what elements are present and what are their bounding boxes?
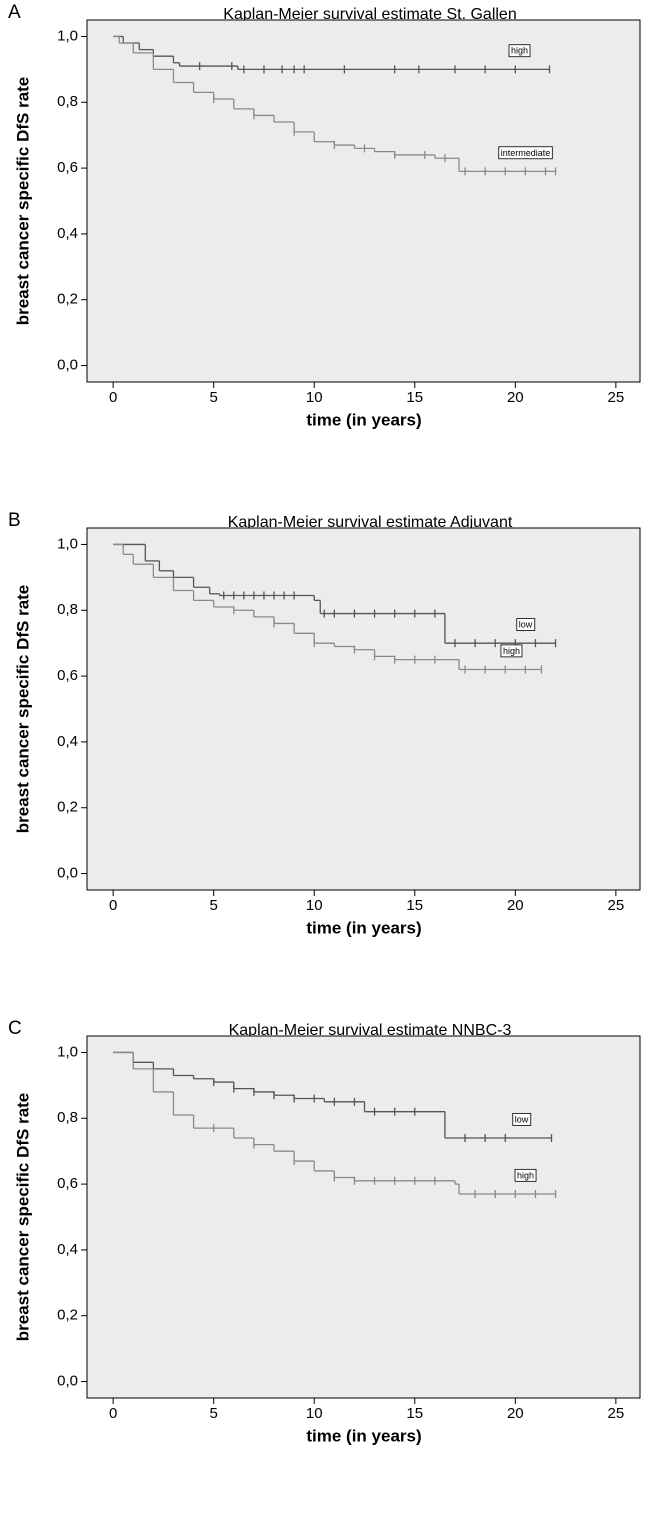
survival-curve	[113, 543, 557, 648]
y-tick-label: 0,8	[57, 93, 78, 110]
x-tick-label: 0	[109, 1405, 117, 1422]
legend-box	[516, 618, 536, 631]
x-axis-label: time (in years)	[306, 1426, 421, 1445]
y-tick-label: 0,0	[57, 357, 78, 374]
survival-curve	[113, 543, 543, 674]
x-tick-label: 25	[608, 389, 625, 406]
x-tick-label: 0	[109, 897, 117, 914]
chart-title: Kaplan-Meier survival estimate NNBC-3	[229, 1022, 512, 1039]
x-tick-label: 15	[406, 897, 423, 914]
legend-label: high	[503, 646, 520, 656]
y-tick-label: 0,2	[57, 1307, 78, 1324]
legend-box	[508, 44, 531, 58]
x-tick-label: 25	[608, 1405, 625, 1422]
y-tick-label: 0,4	[57, 1241, 78, 1258]
y-tick-label: 0,0	[57, 1373, 78, 1390]
y-tick-label: 0,0	[57, 865, 78, 882]
y-tick-label: 0,8	[57, 1109, 78, 1126]
chart-title: Kaplan-Meier survival estimate St. Galle…	[223, 6, 516, 23]
legend-label: intermediate	[501, 148, 551, 158]
x-tick-label: 20	[507, 389, 524, 406]
chart-title: Kaplan-Meier survival estimate Adjuvant	[228, 514, 513, 531]
chart-panel: B Kaplan-Meier survival estimate Adjuvant…	[8, 510, 641, 937]
y-tick-label: 0,4	[57, 733, 78, 750]
y-tick-label: 0,2	[57, 799, 78, 816]
x-tick-label: 25	[608, 897, 625, 914]
y-tick-label: 0,2	[57, 291, 78, 308]
chart-panel: C Kaplan-Meier survival estimate NNBC-3 0,…	[8, 1018, 641, 1445]
plot-area	[86, 19, 641, 383]
x-tick-label: 20	[507, 1405, 524, 1422]
legend-label: high	[517, 1170, 534, 1180]
x-tick-label: 5	[210, 389, 218, 406]
legend-label: high	[511, 46, 528, 56]
plot-area	[86, 1035, 641, 1399]
panel-label: B	[8, 510, 21, 531]
chart-panel: A Kaplan-Meier survival estimate St. Gall…	[8, 2, 641, 429]
y-tick-label: 1,0	[57, 27, 78, 44]
y-axis-label: breast cancer specific DfS rate	[13, 77, 32, 326]
legend-label: low	[519, 620, 533, 630]
legend-box	[512, 1112, 532, 1126]
y-tick-label: 0,8	[57, 601, 78, 618]
survival-curve	[113, 35, 557, 176]
legend-box	[500, 644, 523, 658]
survival-curve	[113, 1051, 557, 1198]
x-tick-label: 5	[210, 897, 218, 914]
y-axis-label: breast cancer specific DfS rate	[13, 1093, 32, 1342]
y-axis-label: breast cancer specific DfS rate	[13, 585, 32, 834]
x-axis-label: time (in years)	[306, 918, 421, 937]
legend-box	[514, 1168, 537, 1182]
x-tick-label: 15	[406, 389, 423, 406]
x-tick-label: 0	[109, 389, 117, 406]
x-tick-label: 15	[406, 1405, 423, 1422]
x-tick-label: 10	[306, 897, 323, 914]
legend-label: low	[515, 1114, 529, 1124]
y-tick-label: 1,0	[57, 1043, 78, 1060]
legend-box	[498, 146, 553, 160]
x-axis-label: time (in years)	[306, 410, 421, 429]
panel-label: A	[8, 2, 21, 23]
x-tick-label: 10	[306, 1405, 323, 1422]
plot-area	[86, 527, 641, 891]
x-tick-label: 10	[306, 389, 323, 406]
y-tick-label: 0,6	[57, 1175, 78, 1192]
y-tick-label: 0,6	[57, 159, 78, 176]
x-tick-label: 5	[210, 1405, 218, 1422]
y-tick-label: 0,4	[57, 225, 78, 242]
y-tick-label: 1,0	[57, 535, 78, 552]
x-tick-label: 20	[507, 897, 524, 914]
panel-label: C	[8, 1018, 22, 1039]
y-tick-label: 0,6	[57, 667, 78, 684]
